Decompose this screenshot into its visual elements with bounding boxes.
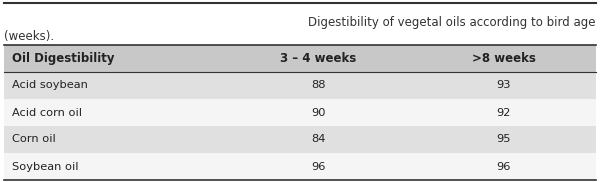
Text: Acid soybean: Acid soybean xyxy=(12,80,88,90)
Text: Soybean oil: Soybean oil xyxy=(12,161,79,171)
Bar xyxy=(4,126,596,153)
Bar xyxy=(4,72,596,99)
Text: Acid corn oil: Acid corn oil xyxy=(12,108,82,118)
Text: Digestibility of vegetal oils according to bird age: Digestibility of vegetal oils according … xyxy=(308,16,596,29)
Text: 96: 96 xyxy=(311,161,326,171)
Text: 93: 93 xyxy=(496,80,511,90)
Bar xyxy=(4,45,596,72)
Text: 96: 96 xyxy=(496,161,511,171)
Text: Oil Digestibility: Oil Digestibility xyxy=(12,52,115,65)
Bar xyxy=(4,153,596,180)
Text: Corn oil: Corn oil xyxy=(12,134,56,145)
Bar xyxy=(4,99,596,126)
Text: 95: 95 xyxy=(496,134,511,145)
Text: 90: 90 xyxy=(311,108,326,118)
Text: >8 weeks: >8 weeks xyxy=(472,52,535,65)
Text: 3 – 4 weeks: 3 – 4 weeks xyxy=(280,52,356,65)
Text: 88: 88 xyxy=(311,80,326,90)
Text: 84: 84 xyxy=(311,134,326,145)
Text: (weeks).: (weeks). xyxy=(4,30,54,43)
Text: 92: 92 xyxy=(496,108,511,118)
